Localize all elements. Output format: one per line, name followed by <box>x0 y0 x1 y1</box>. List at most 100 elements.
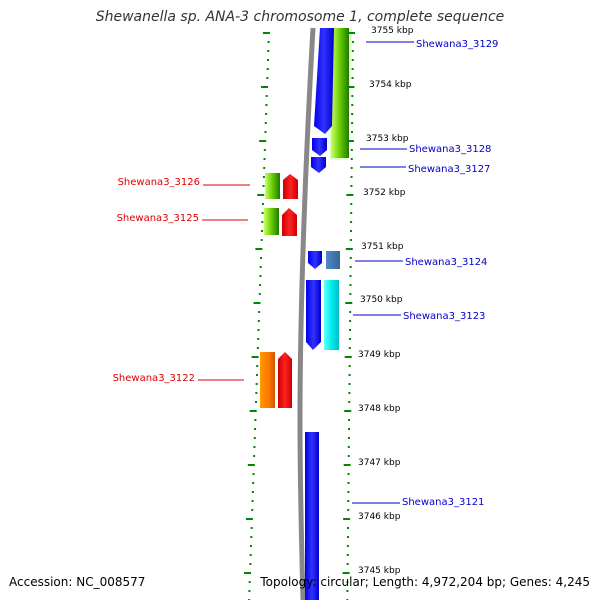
cds-feature-3124[interactable] <box>308 251 322 269</box>
cds-feature-3124b[interactable] <box>326 251 340 269</box>
tick-mark <box>347 32 355 34</box>
tick-mark <box>266 59 269 61</box>
cds-feature-3129[interactable] <box>314 28 334 134</box>
tick-mark <box>253 446 256 448</box>
tick-mark <box>347 527 350 529</box>
tick-mark <box>344 410 352 412</box>
gene-label-shewana3-3124[interactable]: Shewana3_3124 <box>405 257 487 268</box>
tick-mark <box>350 158 353 160</box>
gene-label-shewana3-3122[interactable]: Shewana3_3122 <box>113 373 195 384</box>
cds-feature-3125[interactable] <box>282 208 297 236</box>
scale-label: 3753 kbp <box>366 134 409 144</box>
rna-feature-3126a <box>265 173 280 199</box>
tick-mark <box>267 50 270 52</box>
tick-mark <box>343 518 351 520</box>
tick-mark <box>348 347 351 349</box>
tick-mark <box>349 266 352 268</box>
tick-mark <box>346 194 354 196</box>
tick-mark <box>350 203 353 205</box>
tick-mark <box>347 446 350 448</box>
tick-mark <box>348 374 351 376</box>
cds-feature-3123b[interactable] <box>324 280 339 350</box>
tick-mark <box>346 581 349 583</box>
tick-mark <box>257 338 260 340</box>
reverse-strand-features <box>260 173 298 408</box>
gene-label-shewana3-3128[interactable]: Shewana3_3128 <box>409 144 491 155</box>
tick-mark <box>263 158 266 160</box>
tick-mark <box>255 392 258 394</box>
tick-mark <box>260 257 263 259</box>
tick-mark <box>254 419 257 421</box>
tick-mark <box>347 509 350 511</box>
scale-label: 3749 kbp <box>358 350 401 360</box>
tick-mark <box>259 284 262 286</box>
cds-feature-3123[interactable] <box>306 280 321 350</box>
cds-feature-3127[interactable] <box>311 157 326 173</box>
tick-mark <box>253 437 256 439</box>
gene-label-shewana3-3127[interactable]: Shewana3_3127 <box>408 164 490 175</box>
cds-feature-3122[interactable] <box>278 352 292 408</box>
tick-mark <box>351 59 354 61</box>
tick-mark <box>348 419 351 421</box>
tick-mark <box>264 131 267 133</box>
tick-mark <box>245 518 253 520</box>
scale-label: 3752 kbp <box>363 188 406 198</box>
tick-mark <box>253 302 261 304</box>
tick-mark <box>258 293 261 295</box>
tick-mark <box>263 167 266 169</box>
scale-label: 3747 kbp <box>358 458 401 468</box>
cds-feature-3121[interactable] <box>305 432 319 600</box>
tick-mark <box>351 104 354 106</box>
tick-mark <box>256 347 259 349</box>
scale-label: 3748 kbp <box>358 404 401 414</box>
cds-feature-3128[interactable] <box>312 138 327 156</box>
tick-mark <box>346 140 354 142</box>
tick-mark <box>252 482 255 484</box>
tick-mark <box>249 410 257 412</box>
tick-mark <box>350 149 353 151</box>
tick-track-left <box>244 32 270 600</box>
tick-mark <box>261 203 264 205</box>
tick-mark <box>349 293 352 295</box>
tick-mark <box>249 563 252 565</box>
tick-mark <box>351 41 354 43</box>
gene-label-shewana3-3121[interactable]: Shewana3_3121 <box>402 497 484 508</box>
tick-mark <box>257 320 260 322</box>
tick-mark <box>348 383 351 385</box>
tick-mark <box>348 401 351 403</box>
tick-mark <box>351 122 354 124</box>
gc-skew-bar <box>331 28 349 158</box>
tick-mark <box>261 212 264 214</box>
tick-mark <box>349 239 352 241</box>
tick-mark <box>349 275 352 277</box>
tick-mark <box>266 77 269 79</box>
tick-mark <box>350 176 353 178</box>
tick-mark <box>259 140 267 142</box>
gene-label-shewana3-3125[interactable]: Shewana3_3125 <box>117 213 199 224</box>
tick-mark <box>265 113 268 115</box>
scale-label: 3754 kbp <box>369 80 412 90</box>
tick-mark <box>351 50 354 52</box>
tick-mark <box>350 131 353 133</box>
scale-label: 3745 kbp <box>358 566 401 576</box>
tick-mark <box>349 311 352 313</box>
tick-mark <box>250 527 253 529</box>
tick-mark <box>265 104 268 106</box>
map-title: Shewanella sp. ANA-3 chromosome 1, compl… <box>95 9 505 25</box>
gene-label-shewana3-3129[interactable]: Shewana3_3129 <box>416 39 498 50</box>
cds-feature-3122a[interactable] <box>260 352 275 408</box>
tick-mark <box>259 275 262 277</box>
tick-mark <box>351 113 354 115</box>
tick-mark <box>253 455 256 457</box>
tick-track-right <box>342 32 355 600</box>
tick-mark <box>257 329 260 331</box>
tick-mark <box>254 428 257 430</box>
tick-mark <box>347 491 350 493</box>
gene-label-shewana3-3126[interactable]: Shewana3_3126 <box>118 177 200 188</box>
tick-mark <box>261 86 269 88</box>
tick-mark <box>350 167 353 169</box>
cds-feature-3126[interactable] <box>283 174 298 199</box>
gene-label-shewana3-3123[interactable]: Shewana3_3123 <box>403 311 485 322</box>
tick-mark <box>346 590 349 592</box>
gene-labels: Shewana3_3129 Shewana3_3128 Shewana3_3127 S… <box>113 39 499 508</box>
